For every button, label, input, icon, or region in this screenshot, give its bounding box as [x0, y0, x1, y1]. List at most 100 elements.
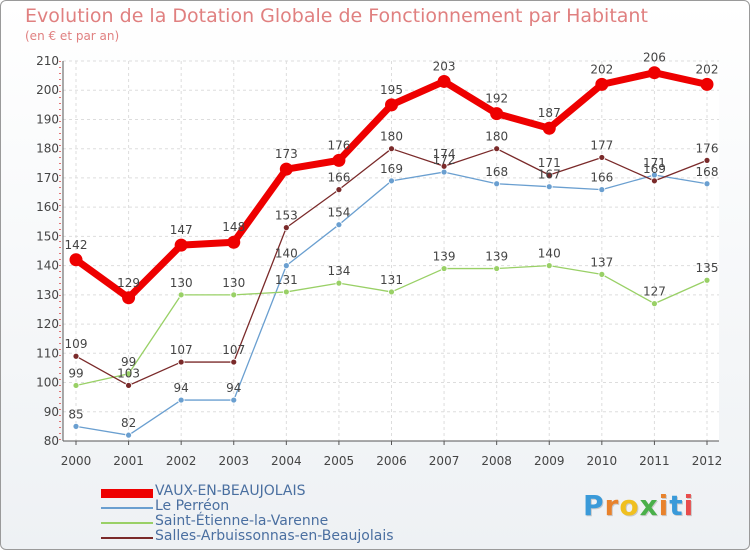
series-point-2: [493, 265, 501, 272]
series-point-3: [72, 352, 80, 360]
logo-letter: P: [583, 489, 605, 522]
data-label: 166: [327, 171, 350, 185]
data-label: 134: [327, 264, 350, 278]
series-point-0: [122, 291, 136, 305]
series-point-3: [125, 382, 132, 389]
series-point-2: [598, 270, 606, 278]
data-label: 168: [696, 165, 719, 179]
logo-letter: x: [639, 489, 659, 522]
series-point-3: [598, 154, 606, 161]
series-point-3: [230, 358, 238, 366]
series-point-0: [227, 235, 241, 249]
legend: VAUX-EN-BEAUJOLAIS Le Perréon Saint-Étienn…: [101, 483, 461, 545]
data-label: 168: [485, 165, 508, 179]
y-tick-label: 110: [36, 346, 59, 360]
data-label: 174: [433, 147, 456, 161]
series-point-0: [700, 77, 714, 91]
series-point-3: [282, 224, 290, 232]
data-label: 140: [275, 247, 298, 261]
series-point-0: [69, 253, 83, 267]
legend-label: VAUX-EN-BEAUJOLAIS: [155, 483, 306, 499]
series-point-3: [388, 145, 395, 153]
series-point-3: [335, 186, 343, 194]
data-label: 140: [538, 247, 561, 261]
proxiti-logo: Proxiti: [583, 489, 694, 522]
series-point-1: [703, 180, 711, 188]
legend-item: VAUX-EN-BEAUJOLAIS: [101, 483, 461, 500]
x-tick-label: 2009: [534, 454, 565, 468]
data-label: 169: [643, 162, 666, 176]
series-point-1: [388, 177, 395, 185]
series-point-3: [440, 162, 448, 170]
data-label: 192: [485, 92, 508, 106]
data-label: 172: [433, 153, 456, 167]
axes: 8090100110120130140150160170180190200210…: [36, 54, 722, 468]
y-tick-label: 120: [36, 317, 59, 331]
data-label: 99: [68, 366, 83, 380]
data-label: 180: [380, 130, 403, 144]
y-tick-label: 200: [36, 83, 59, 97]
chart-subtitle: (en € et par an): [25, 29, 120, 43]
legend-item: Saint-Étienne-la-Varenne: [101, 513, 461, 530]
data-label: 154: [327, 206, 350, 220]
series-point-0: [385, 98, 398, 112]
data-label: 147: [170, 223, 193, 237]
y-tick-label: 90: [44, 405, 59, 419]
data-label: 130: [222, 276, 245, 290]
x-tick-label: 2004: [271, 454, 302, 468]
data-label: 135: [696, 261, 719, 275]
data-label: 103: [117, 366, 140, 380]
data-label: 139: [485, 250, 508, 264]
series-point-0: [437, 74, 451, 88]
data-label: 206: [643, 51, 666, 65]
series-point-0: [174, 238, 188, 252]
data-label: 139: [433, 250, 456, 264]
y-tick-label: 140: [36, 259, 59, 273]
series-point-0: [279, 162, 293, 176]
data-label: 142: [65, 238, 88, 252]
series-point-3: [651, 177, 658, 185]
x-tick-label: 2003: [218, 454, 249, 468]
data-label: 171: [643, 156, 666, 170]
logo-letter: o: [619, 489, 640, 522]
legend-swatch: [101, 522, 153, 524]
x-tick-label: 2010: [587, 454, 618, 468]
data-label: 195: [380, 83, 403, 97]
x-tick-label: 2007: [429, 454, 460, 468]
y-tick-label: 80: [44, 434, 59, 448]
data-label: 176: [327, 138, 350, 152]
data-label: 169: [380, 162, 403, 176]
data-label: 129: [117, 276, 140, 290]
x-tick-label: 2001: [113, 454, 144, 468]
y-tick-label: 130: [36, 288, 59, 302]
series-point-2: [335, 279, 343, 287]
data-label: 166: [590, 171, 613, 185]
series-point-1: [282, 262, 290, 270]
series-point-0: [647, 66, 661, 80]
data-label: 137: [590, 255, 613, 269]
chart-title: Evolution de la Dotation Globale de Fonc…: [25, 5, 648, 27]
x-tick-label: 2000: [61, 454, 92, 468]
series-point-0: [595, 77, 609, 91]
data-label: 94: [226, 381, 241, 395]
data-label: 85: [68, 407, 83, 421]
data-label: 82: [121, 416, 136, 430]
series-point-0: [490, 107, 504, 121]
data-label: 131: [275, 273, 298, 287]
data-label: 94: [174, 381, 189, 395]
data-label: 171: [538, 156, 561, 170]
series-point-1: [545, 183, 553, 191]
series-point-2: [230, 291, 238, 299]
series-point-1: [440, 168, 448, 176]
y-tick-label: 180: [36, 142, 59, 156]
series-point-2: [177, 291, 185, 299]
y-tick-label: 100: [36, 376, 59, 390]
y-tick-label: 190: [36, 112, 59, 126]
data-label: 203: [433, 59, 456, 73]
legend-swatch: [101, 489, 153, 498]
series-point-2: [388, 288, 395, 296]
data-label: 109: [65, 337, 88, 351]
series-point-1: [335, 221, 343, 229]
y-tick-label: 150: [36, 229, 59, 243]
